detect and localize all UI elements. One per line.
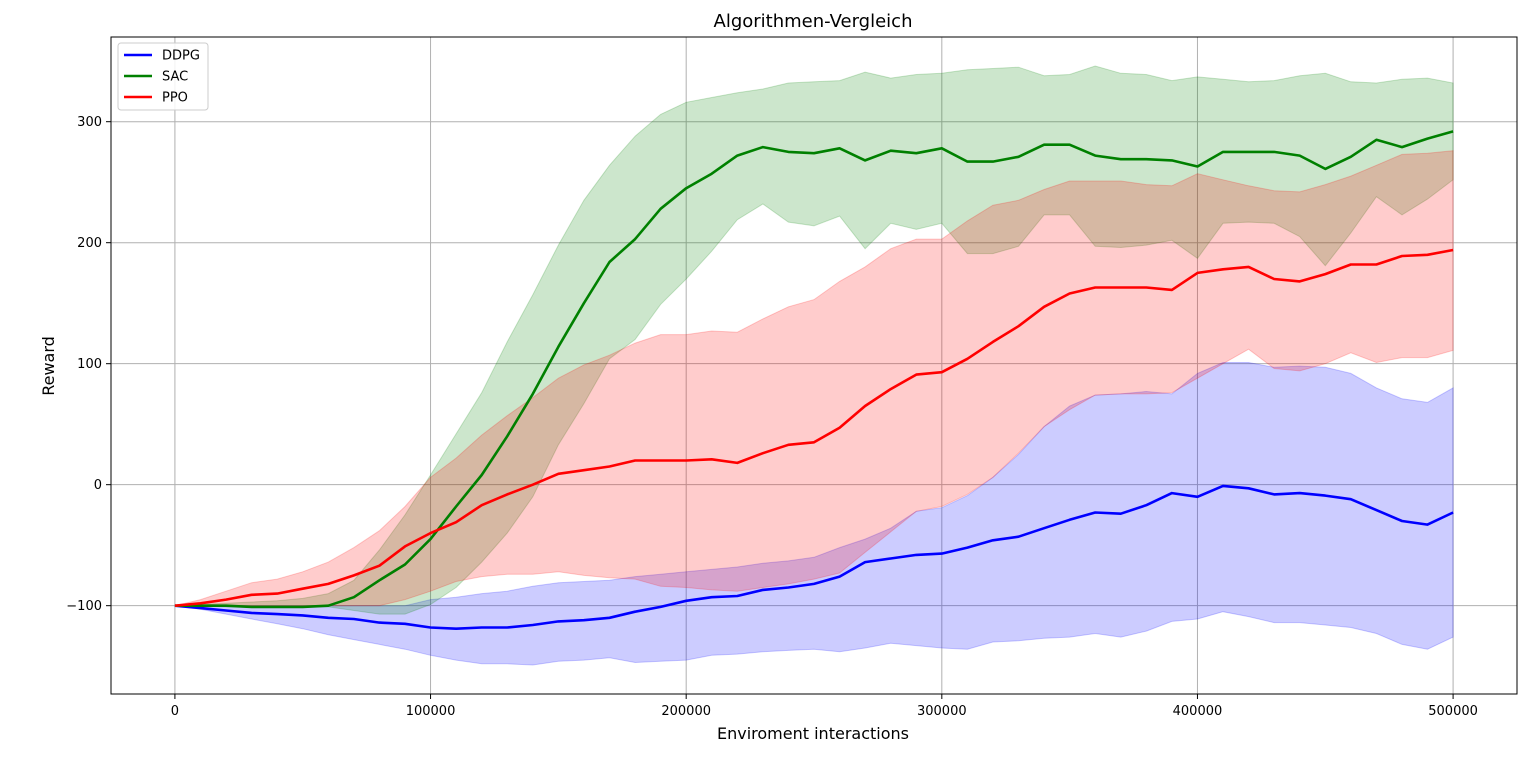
y-axis-label: Reward	[39, 336, 58, 396]
legend-label-sac: SAC	[162, 70, 188, 85]
legend-box	[117, 42, 209, 111]
y-tick-label: 300	[77, 115, 102, 130]
y-tick-label: 100	[77, 357, 102, 372]
x-tick-label: 0	[171, 704, 179, 719]
y-tick-label: 200	[77, 236, 102, 251]
legend-label-ppo: PPO	[162, 91, 188, 106]
x-tick-label: 300000	[917, 704, 967, 719]
y-tick-label: 0	[94, 478, 102, 493]
line-ppo	[174, 248, 1454, 607]
grid	[111, 37, 1517, 694]
x-tick-label: 400000	[1173, 704, 1223, 719]
axis-ticks: 0 100000 200000 300000 400000 500000 −100 0 100 2…	[66, 115, 1478, 719]
band-ddpg	[174, 362, 1454, 666]
x-tick-label: 100000	[406, 704, 456, 719]
x-tick-label: 200000	[661, 704, 711, 719]
legend-label-ddpg: DDPG	[162, 49, 200, 64]
x-axis-label: Enviroment interactions	[717, 724, 909, 743]
y-tick-label: −100	[66, 599, 102, 614]
confidence-bands	[174, 65, 1454, 666]
series-lines	[174, 130, 1454, 631]
x-tick-label: 500000	[1428, 704, 1478, 719]
chart-title: Algorithmen-Vergleich	[714, 11, 913, 32]
plot-frame	[110, 36, 1518, 695]
line-sac	[174, 130, 1454, 609]
line-ddpg	[174, 484, 1454, 631]
legend: DDPG SAC PPO	[117, 42, 209, 111]
